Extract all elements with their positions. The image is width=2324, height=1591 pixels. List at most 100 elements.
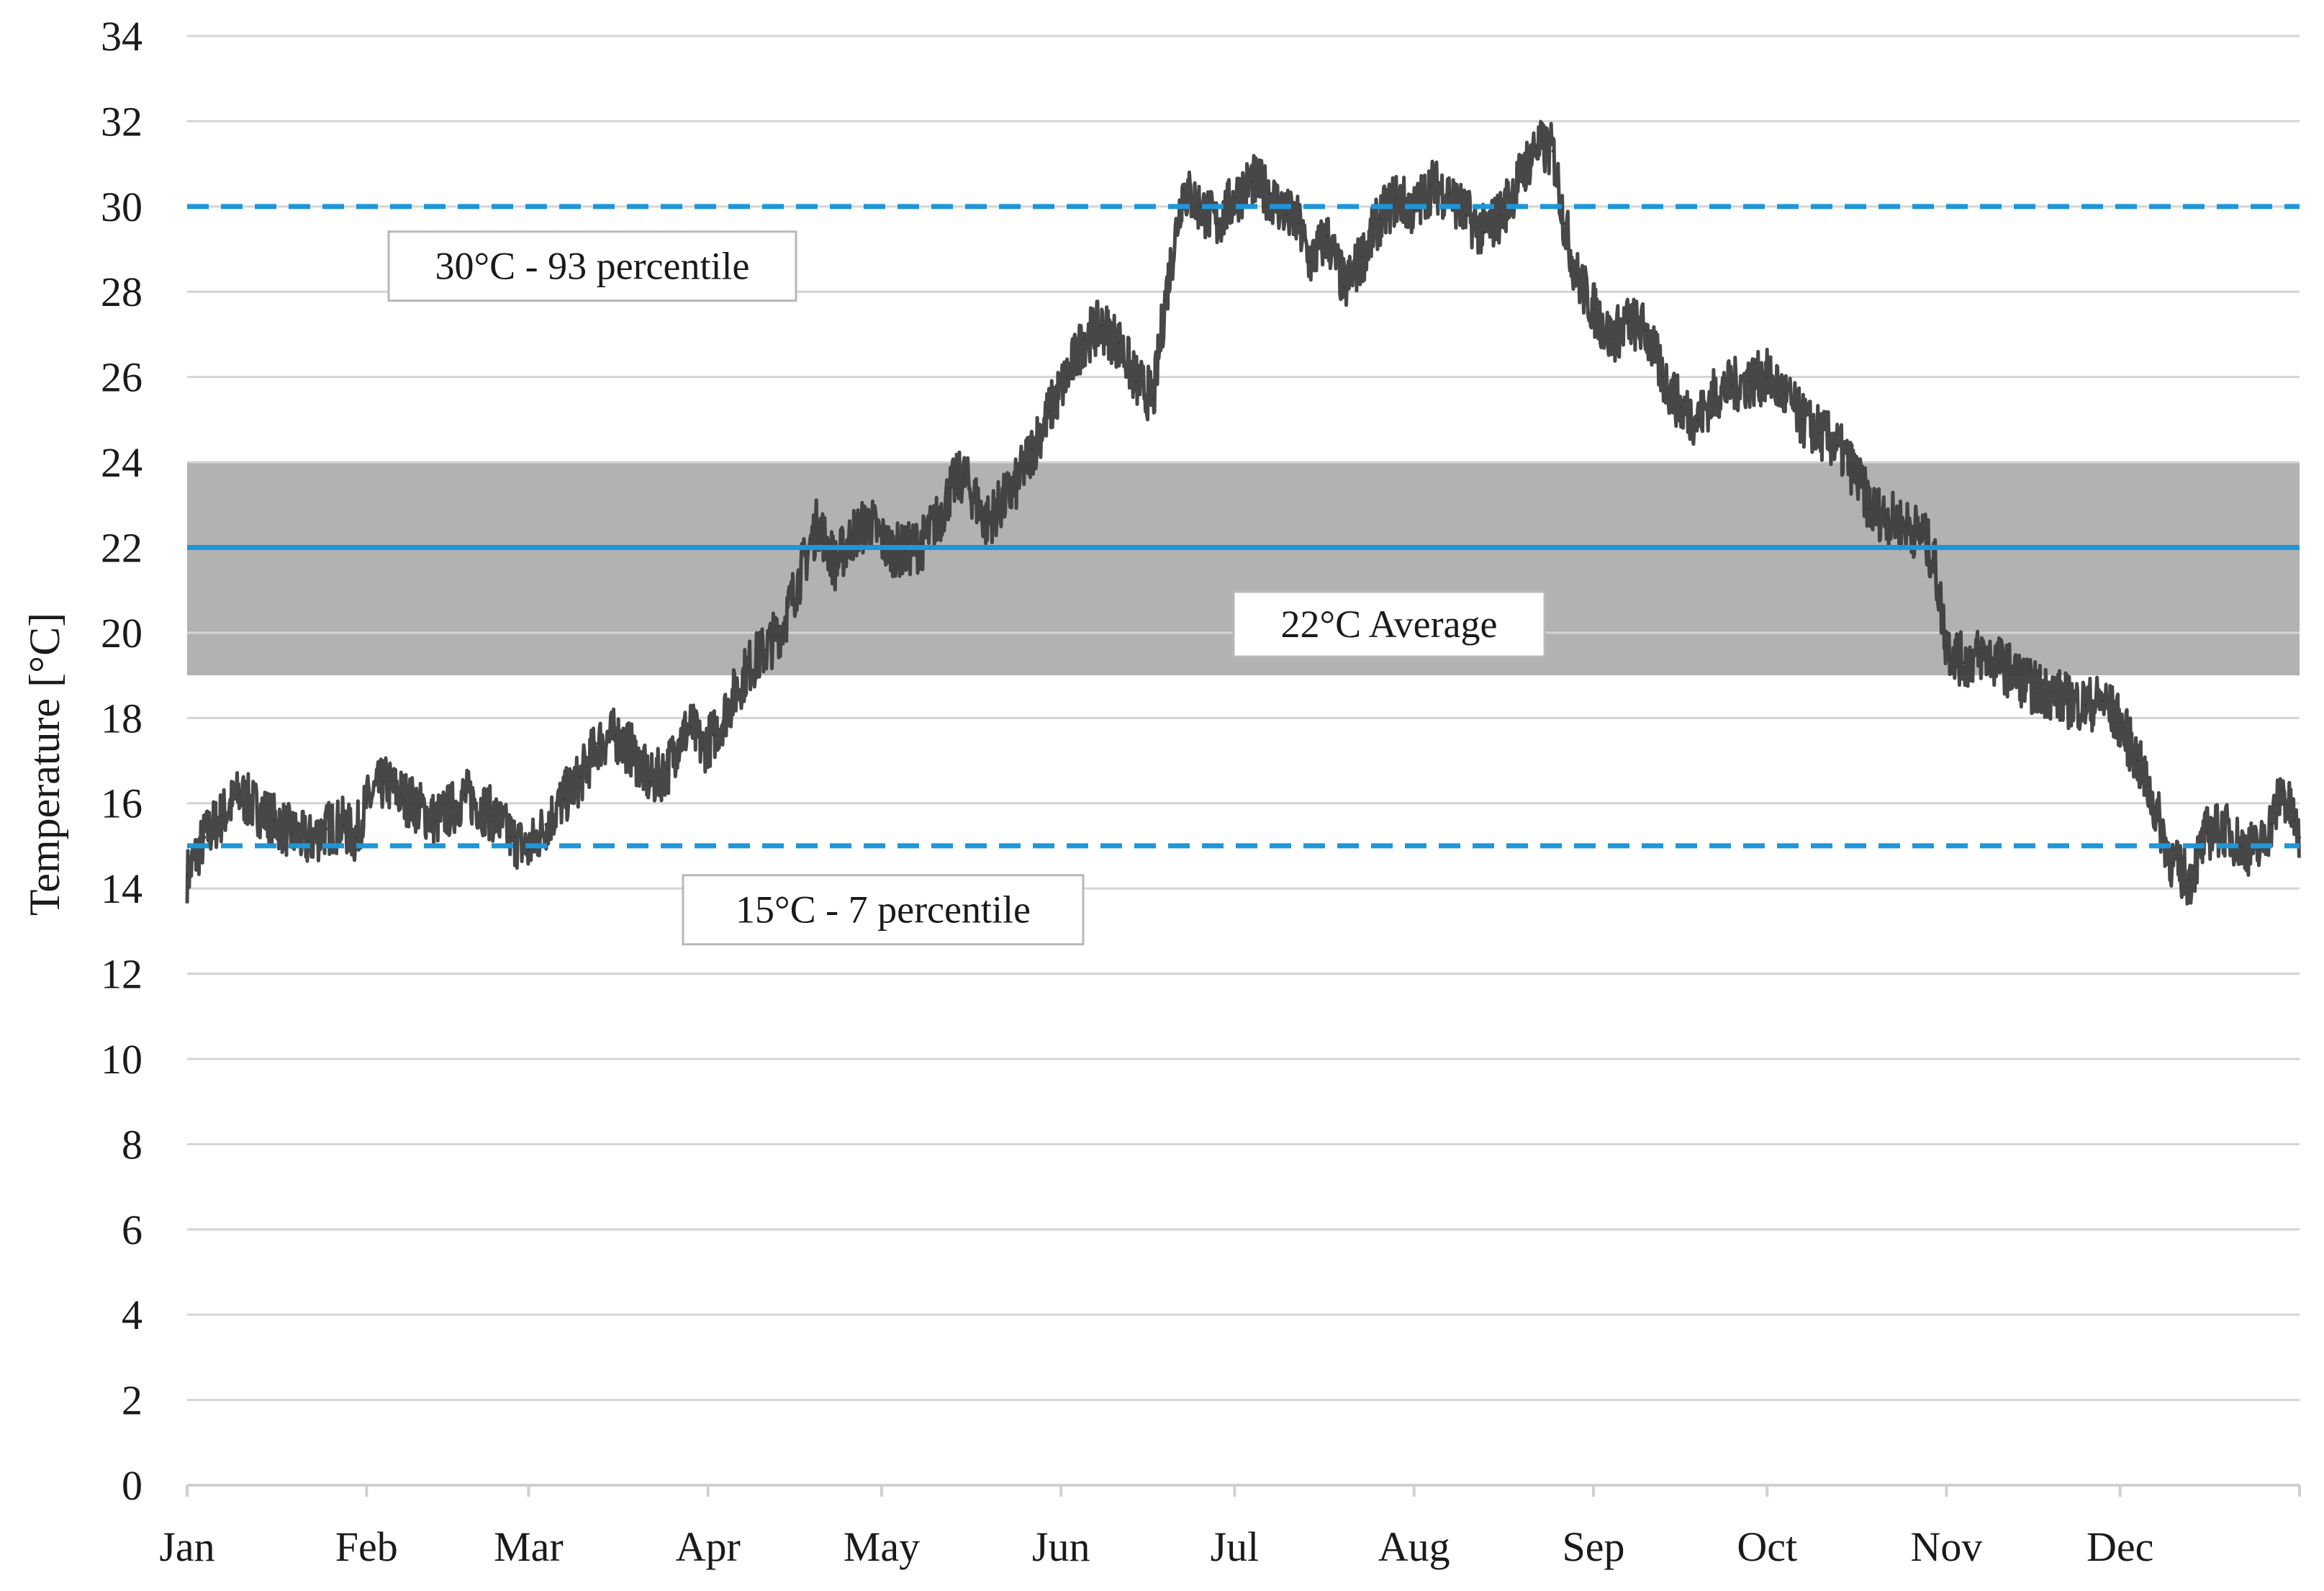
- temperature-point: [255, 806, 258, 809]
- temperature-point: [2066, 699, 2070, 703]
- temperature-point: [1661, 375, 1665, 379]
- temperature-point: [1922, 533, 1925, 536]
- temperature-point: [995, 508, 999, 511]
- temperature-point: [579, 776, 582, 780]
- temperature-point: [1308, 260, 1311, 263]
- temperature-point: [2135, 759, 2139, 762]
- temperature-point: [1296, 222, 1300, 225]
- temperature-point: [2298, 836, 2301, 839]
- temperature-point: [1499, 213, 1503, 217]
- y-tick-label: 14: [101, 865, 143, 912]
- temperature-point: [1482, 230, 1486, 234]
- temperature-point: [561, 797, 565, 801]
- temperature-point: [434, 819, 438, 822]
- temperature-point: [365, 801, 369, 805]
- temperature-point: [1163, 299, 1167, 302]
- y-tick-label: 32: [101, 98, 143, 145]
- temperature-point: [1065, 375, 1069, 379]
- temperature-point: [1730, 384, 1734, 387]
- temperature-point: [1198, 204, 1202, 208]
- x-tick-label: Sep: [1562, 1523, 1624, 1570]
- temperature-point: [382, 780, 386, 784]
- annotation-label: 22°C Average: [1280, 603, 1497, 646]
- temperature-point: [1152, 397, 1155, 400]
- temperature-point: [1945, 644, 1948, 647]
- x-tick-label: Mar: [494, 1523, 564, 1570]
- temperature-series-line: [185, 120, 2301, 906]
- y-tick-label: 20: [101, 610, 143, 657]
- x-tick-label: Dec: [2086, 1523, 2153, 1570]
- y-tick-label: 2: [122, 1377, 143, 1424]
- temperature-point: [666, 767, 669, 771]
- temperature-point: [272, 819, 276, 822]
- x-tick-label: Oct: [1737, 1523, 1797, 1570]
- temperature-point: [2257, 848, 2261, 852]
- temperature-point: [1563, 222, 1566, 225]
- temperature-point: [2084, 703, 2087, 707]
- y-tick-label: 16: [101, 780, 143, 827]
- y-tick-label: 22: [101, 524, 143, 571]
- x-tick-label: Apr: [676, 1523, 741, 1570]
- temperature-point: [1933, 563, 1937, 567]
- temperature-point: [1678, 405, 1682, 409]
- temperature-point: [1534, 145, 1537, 148]
- y-tick-label: 26: [101, 354, 143, 401]
- temperature-point: [1134, 379, 1138, 383]
- annotation-label: 30°C - 93 percentile: [435, 245, 750, 288]
- temperature-point: [2049, 690, 2053, 694]
- annotation-box: [387, 230, 797, 302]
- temperature-point: [1765, 375, 1769, 379]
- temperature-point: [1250, 179, 1254, 183]
- temperature-point: [238, 793, 241, 796]
- temperature-point: [1048, 410, 1052, 413]
- temperature-point: [782, 623, 785, 626]
- temperature-point: [1997, 661, 2000, 664]
- temperature-point: [648, 780, 652, 784]
- temperature-point: [544, 823, 548, 826]
- temperature-point: [1013, 486, 1016, 490]
- temperature-point: [1748, 379, 1752, 383]
- y-tick-label: 6: [122, 1207, 143, 1253]
- y-tick-label: 12: [101, 951, 143, 998]
- annotation-box: [1232, 590, 1546, 658]
- temperature-point: [324, 827, 327, 831]
- temperature-point: [1783, 392, 1786, 396]
- y-tick-label: 4: [122, 1292, 143, 1338]
- temperature-point: [1591, 307, 1595, 310]
- temperature-point: [833, 563, 837, 567]
- temperature-point: [1378, 217, 1381, 221]
- temperature-point: [1696, 418, 1699, 421]
- temperature-point: [1852, 469, 1855, 472]
- temperature-point: [729, 699, 733, 703]
- x-tick-label: May: [844, 1523, 920, 1570]
- temperature-point: [1609, 337, 1613, 341]
- x-tick-label: Jan: [159, 1523, 214, 1570]
- y-tick-label: 0: [122, 1462, 143, 1509]
- temperature-point: [746, 665, 750, 669]
- temperature-point: [1233, 196, 1236, 199]
- temperature-point: [700, 746, 704, 749]
- temperature-point: [399, 793, 403, 796]
- temperature-point: [1267, 192, 1271, 196]
- x-tick-label: Nov: [1911, 1523, 1983, 1570]
- temperature-point: [510, 836, 513, 839]
- temperature-point: [868, 520, 872, 523]
- y-tick-label: 18: [101, 695, 143, 742]
- temperature-point: [1412, 209, 1416, 212]
- temperature-point: [1713, 392, 1717, 396]
- temperature-point: [1800, 418, 1804, 421]
- temperature-point: [2205, 831, 2209, 835]
- temperature-point: [1979, 652, 1983, 656]
- temperature-point: [451, 806, 455, 809]
- temperature-point: [1516, 179, 1520, 183]
- temperature-point: [1429, 184, 1433, 187]
- y-tick-label: 30: [101, 184, 143, 230]
- temperature-point: [596, 742, 600, 745]
- temperature-point: [1817, 431, 1821, 434]
- temperature-point: [417, 806, 420, 809]
- temperature-point: [1117, 341, 1121, 345]
- temperature-point: [1644, 328, 1647, 332]
- temperature-point: [1551, 149, 1555, 153]
